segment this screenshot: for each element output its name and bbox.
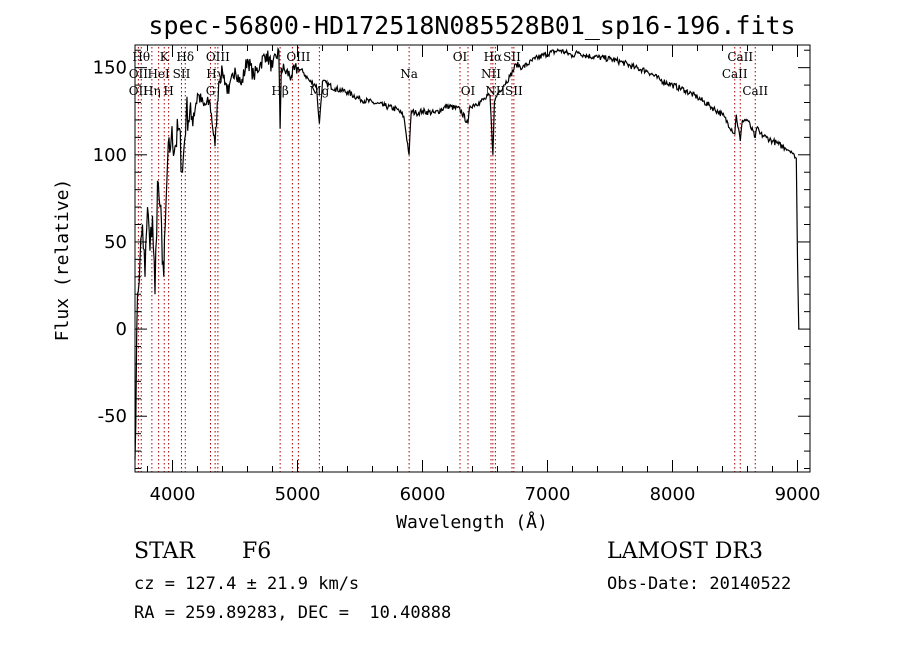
x-tick-label: 7000	[525, 484, 571, 505]
y-axis-label: Flux (relative)	[52, 179, 73, 342]
observation-date: Obs-Date: 20140522	[607, 574, 792, 594]
line-label: Mg	[309, 84, 329, 98]
spectrum-line	[134, 46, 800, 460]
y-tick-label: 0	[116, 319, 127, 340]
x-tick-label: 9000	[775, 484, 821, 505]
line-label: OIII	[286, 50, 310, 64]
line-label: Hβ	[271, 84, 288, 98]
line-label: OII	[129, 67, 149, 81]
x-axis-label: Wavelength (Å)	[396, 511, 548, 533]
y-tick-label: -50	[98, 406, 127, 427]
line-label: Hγ	[206, 67, 224, 81]
line-label: Hδ	[176, 50, 194, 64]
line-label: H	[163, 84, 173, 98]
line-label: OIII	[206, 50, 230, 64]
x-tick-label: 5000	[275, 484, 321, 505]
object-class: STAR	[134, 539, 195, 564]
redshift-velocity: cz = 127.4 ± 21.9 km/s	[134, 574, 360, 594]
line-label: K	[160, 50, 170, 64]
line-label: Hα	[484, 50, 503, 64]
y-axis-ticks: -50 0 50 100 150	[93, 49, 810, 470]
line-label: SII	[503, 50, 521, 64]
line-label: SII	[173, 67, 191, 81]
line-label: Hη	[143, 84, 161, 98]
line-label: CaII	[727, 50, 753, 64]
x-axis-ticks: 4000 5000 6000 7000 8000 9000	[147, 45, 821, 505]
subclass: F6	[242, 539, 272, 564]
x-tick-label: 6000	[400, 484, 446, 505]
line-label: CaII	[722, 67, 748, 81]
x-tick-label: 8000	[650, 484, 696, 505]
line-label: SII	[505, 84, 523, 98]
line-label: Na	[400, 67, 418, 81]
line-label: OI	[461, 84, 476, 98]
survey-name: LAMOST DR3	[607, 539, 763, 564]
y-tick-label: 150	[93, 58, 127, 79]
line-label: G	[206, 84, 216, 98]
emission-line-markers	[137, 47, 756, 472]
chart-title: spec-56800-HD172518N085528B01_sp16-196.f…	[148, 11, 795, 40]
y-tick-label: 100	[93, 145, 127, 166]
line-label: HeI	[147, 67, 170, 81]
line-label: OI	[453, 50, 468, 64]
line-label: OII	[129, 84, 149, 98]
coordinates: RA = 259.89283, DEC = 10.40888	[134, 603, 452, 623]
line-label: CaII	[742, 84, 768, 98]
y-tick-label: 50	[104, 232, 127, 253]
line-label: Hθ	[132, 50, 150, 64]
line-label: NII	[485, 84, 505, 98]
line-label: NII	[481, 67, 501, 81]
x-tick-label: 4000	[150, 484, 196, 505]
